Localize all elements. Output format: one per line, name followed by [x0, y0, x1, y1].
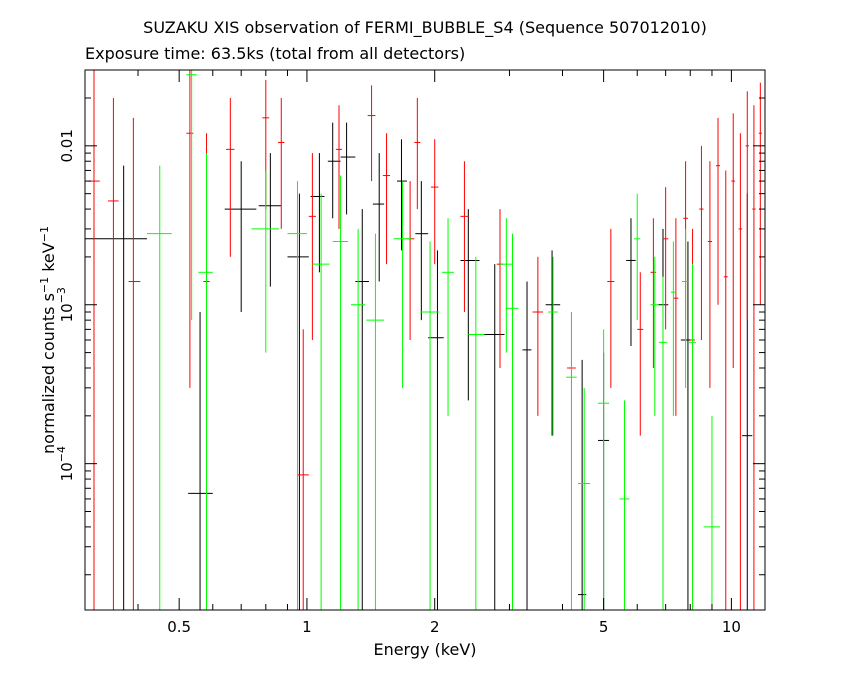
black-point [415, 181, 429, 321]
black-point [577, 359, 587, 610]
red-point [108, 97, 119, 610]
green-point [186, 70, 197, 321]
red-point [716, 117, 720, 305]
green-point [441, 218, 454, 416]
ticks-layer: 0.5 1 2 5 10 0.01 10−3 10−4 [55, 69, 765, 636]
red-point [752, 105, 756, 610]
y-tick-label: 10−3 [55, 287, 76, 322]
green-point [658, 276, 667, 610]
red-point [128, 117, 141, 610]
red-point [406, 181, 415, 340]
black-point [310, 153, 325, 273]
green-point [506, 233, 519, 610]
series-layer [85, 70, 762, 610]
x-tick-label: 5 [599, 618, 609, 636]
green-point [468, 256, 485, 610]
red-point [297, 329, 309, 610]
black-point [85, 165, 148, 610]
red-point [707, 161, 712, 388]
black-point [522, 281, 532, 610]
red-point [382, 133, 391, 265]
green-point [499, 218, 513, 353]
red-point [637, 272, 644, 436]
chart-title: SUZAKU XIS observation of FERMI_BUBBLE_S… [143, 18, 707, 37]
y-axis-label: normalized counts s−1 keV−1 [37, 226, 59, 454]
green-point [147, 165, 172, 610]
red-point [335, 105, 343, 229]
green-point [650, 256, 659, 416]
black-point [428, 250, 444, 610]
chart-subtitle: Exposure time: 63.5ks (total from all de… [85, 44, 466, 63]
green-point [393, 181, 412, 388]
green-point [420, 241, 440, 610]
green-point [577, 387, 591, 610]
y-tick-label: 0.01 [58, 129, 76, 162]
x-tick-label: 10 [722, 618, 741, 636]
y-tick-label: 10−4 [55, 446, 76, 481]
red-point [650, 218, 657, 368]
black-point [484, 264, 505, 610]
red-point [226, 97, 235, 257]
green-point [548, 256, 558, 436]
black-point [340, 122, 356, 215]
red-point [414, 97, 421, 210]
green-point [670, 241, 676, 416]
green-series [147, 70, 720, 610]
green-point [634, 193, 641, 321]
black-point [626, 218, 636, 347]
red-point [738, 133, 743, 610]
red-point [723, 170, 728, 610]
black-point [224, 161, 257, 313]
red-point [532, 256, 544, 416]
black-point [460, 209, 480, 401]
green-point [598, 329, 610, 610]
black-point [372, 153, 385, 282]
green-point [682, 228, 690, 388]
red-point [607, 228, 615, 388]
green-point [312, 193, 330, 610]
red-point [367, 85, 376, 182]
green-point [619, 400, 630, 610]
black-point [258, 153, 282, 287]
red-point [186, 70, 194, 388]
x-tick-label: 0.5 [167, 618, 191, 636]
black-point [188, 312, 213, 610]
green-point [703, 415, 720, 610]
green-point [350, 228, 365, 610]
black-series [85, 122, 753, 610]
red-point [731, 113, 736, 368]
red-point [673, 218, 679, 416]
red-point [278, 97, 285, 229]
x-tick-label: 1 [302, 618, 312, 636]
green-point [198, 153, 213, 610]
red-point [460, 161, 469, 313]
black-point [355, 209, 369, 610]
black-point [287, 193, 309, 610]
x-tick-label: 2 [430, 618, 440, 636]
green-point [287, 181, 307, 610]
red-point [496, 209, 504, 368]
green-point [251, 170, 280, 353]
black-point [397, 139, 407, 251]
red-point [699, 145, 704, 340]
x-axis-label: Energy (keV) [373, 640, 477, 659]
green-point [689, 264, 696, 610]
red-series [88, 70, 762, 610]
red-point [745, 91, 749, 321]
black-point [327, 122, 341, 219]
red-point [430, 139, 439, 265]
green-point [332, 175, 349, 610]
red-point [662, 187, 669, 330]
green-point [566, 312, 577, 610]
red-point [308, 153, 316, 340]
green-point [366, 233, 385, 610]
